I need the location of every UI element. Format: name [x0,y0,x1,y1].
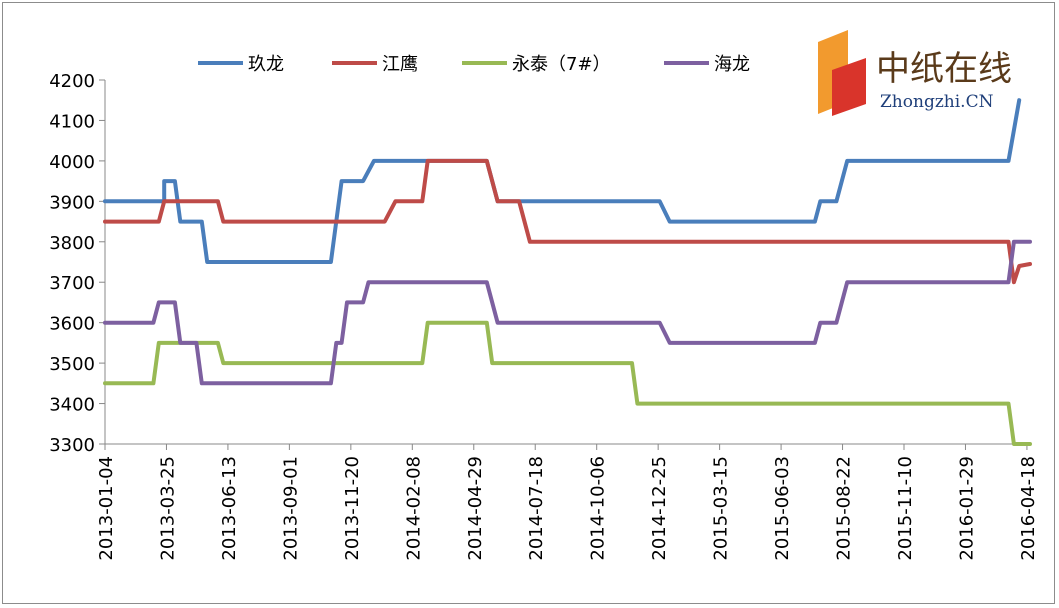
x-tick-label: 2014-10-06 [588,456,609,561]
x-tick-label: 2015-11-10 [895,456,916,561]
y-tick-label: 3400 [49,395,95,416]
logo-chinese-text: 中纸在线 [876,49,1012,89]
y-tick-label: 3500 [49,354,95,375]
series-line-2 [103,320,1032,446]
series-layer [103,98,1032,446]
y-tick-label: 3900 [49,192,95,213]
x-tick-label: 2016-01-29 [956,456,977,561]
legend-label-3: 海龙 [714,54,750,75]
logo-mark-red [832,58,866,116]
y-tick-label: 4100 [49,111,95,132]
x-tick-label: 2016-04-18 [1018,456,1039,561]
x-tick-label: 2013-01-04 [96,456,117,561]
x-tick-label: 2014-02-08 [403,456,424,561]
x-tick-label: 2013-11-20 [342,456,363,561]
x-tick-label: 2013-03-25 [157,456,178,561]
series-line-1 [103,158,1032,285]
x-tick-label: 2015-03-15 [711,456,732,561]
legend-label-2: 永泰（7#） [512,54,611,75]
series-line-0 [103,98,1022,264]
x-tick-label: 2014-07-18 [526,456,547,561]
legend-label-0: 玖龙 [248,54,284,75]
series-line-3 [103,239,1032,386]
y-tick-label: 3600 [49,314,95,335]
y-tick-label: 3700 [49,273,95,294]
zhongzhi-logo: 中纸在线 Zhongzhi.CN [818,30,1012,116]
x-tick-label: 2014-04-29 [465,456,486,561]
y-tick-label: 3300 [49,435,95,456]
x-tick-label: 2013-06-13 [219,456,240,561]
x-tick-label: 2015-06-03 [772,456,793,561]
logo-english-text: Zhongzhi.CN [880,92,994,112]
y-tick-label: 4000 [49,152,95,173]
y-tick-label: 3800 [49,233,95,254]
legend-label-1: 江鹰 [382,54,418,75]
y-tick-label: 4200 [49,71,95,92]
x-tick-label: 2015-08-22 [834,456,855,561]
x-tick-label: 2014-12-25 [649,456,670,561]
axes: 3300 3400 3500 3600 3700 3800 3900 4000 4100 4200… [49,71,1039,561]
legend: 玖龙 江鹰 永泰（7#） 海龙 [198,54,750,75]
x-tick-label: 2013-09-01 [280,456,301,561]
